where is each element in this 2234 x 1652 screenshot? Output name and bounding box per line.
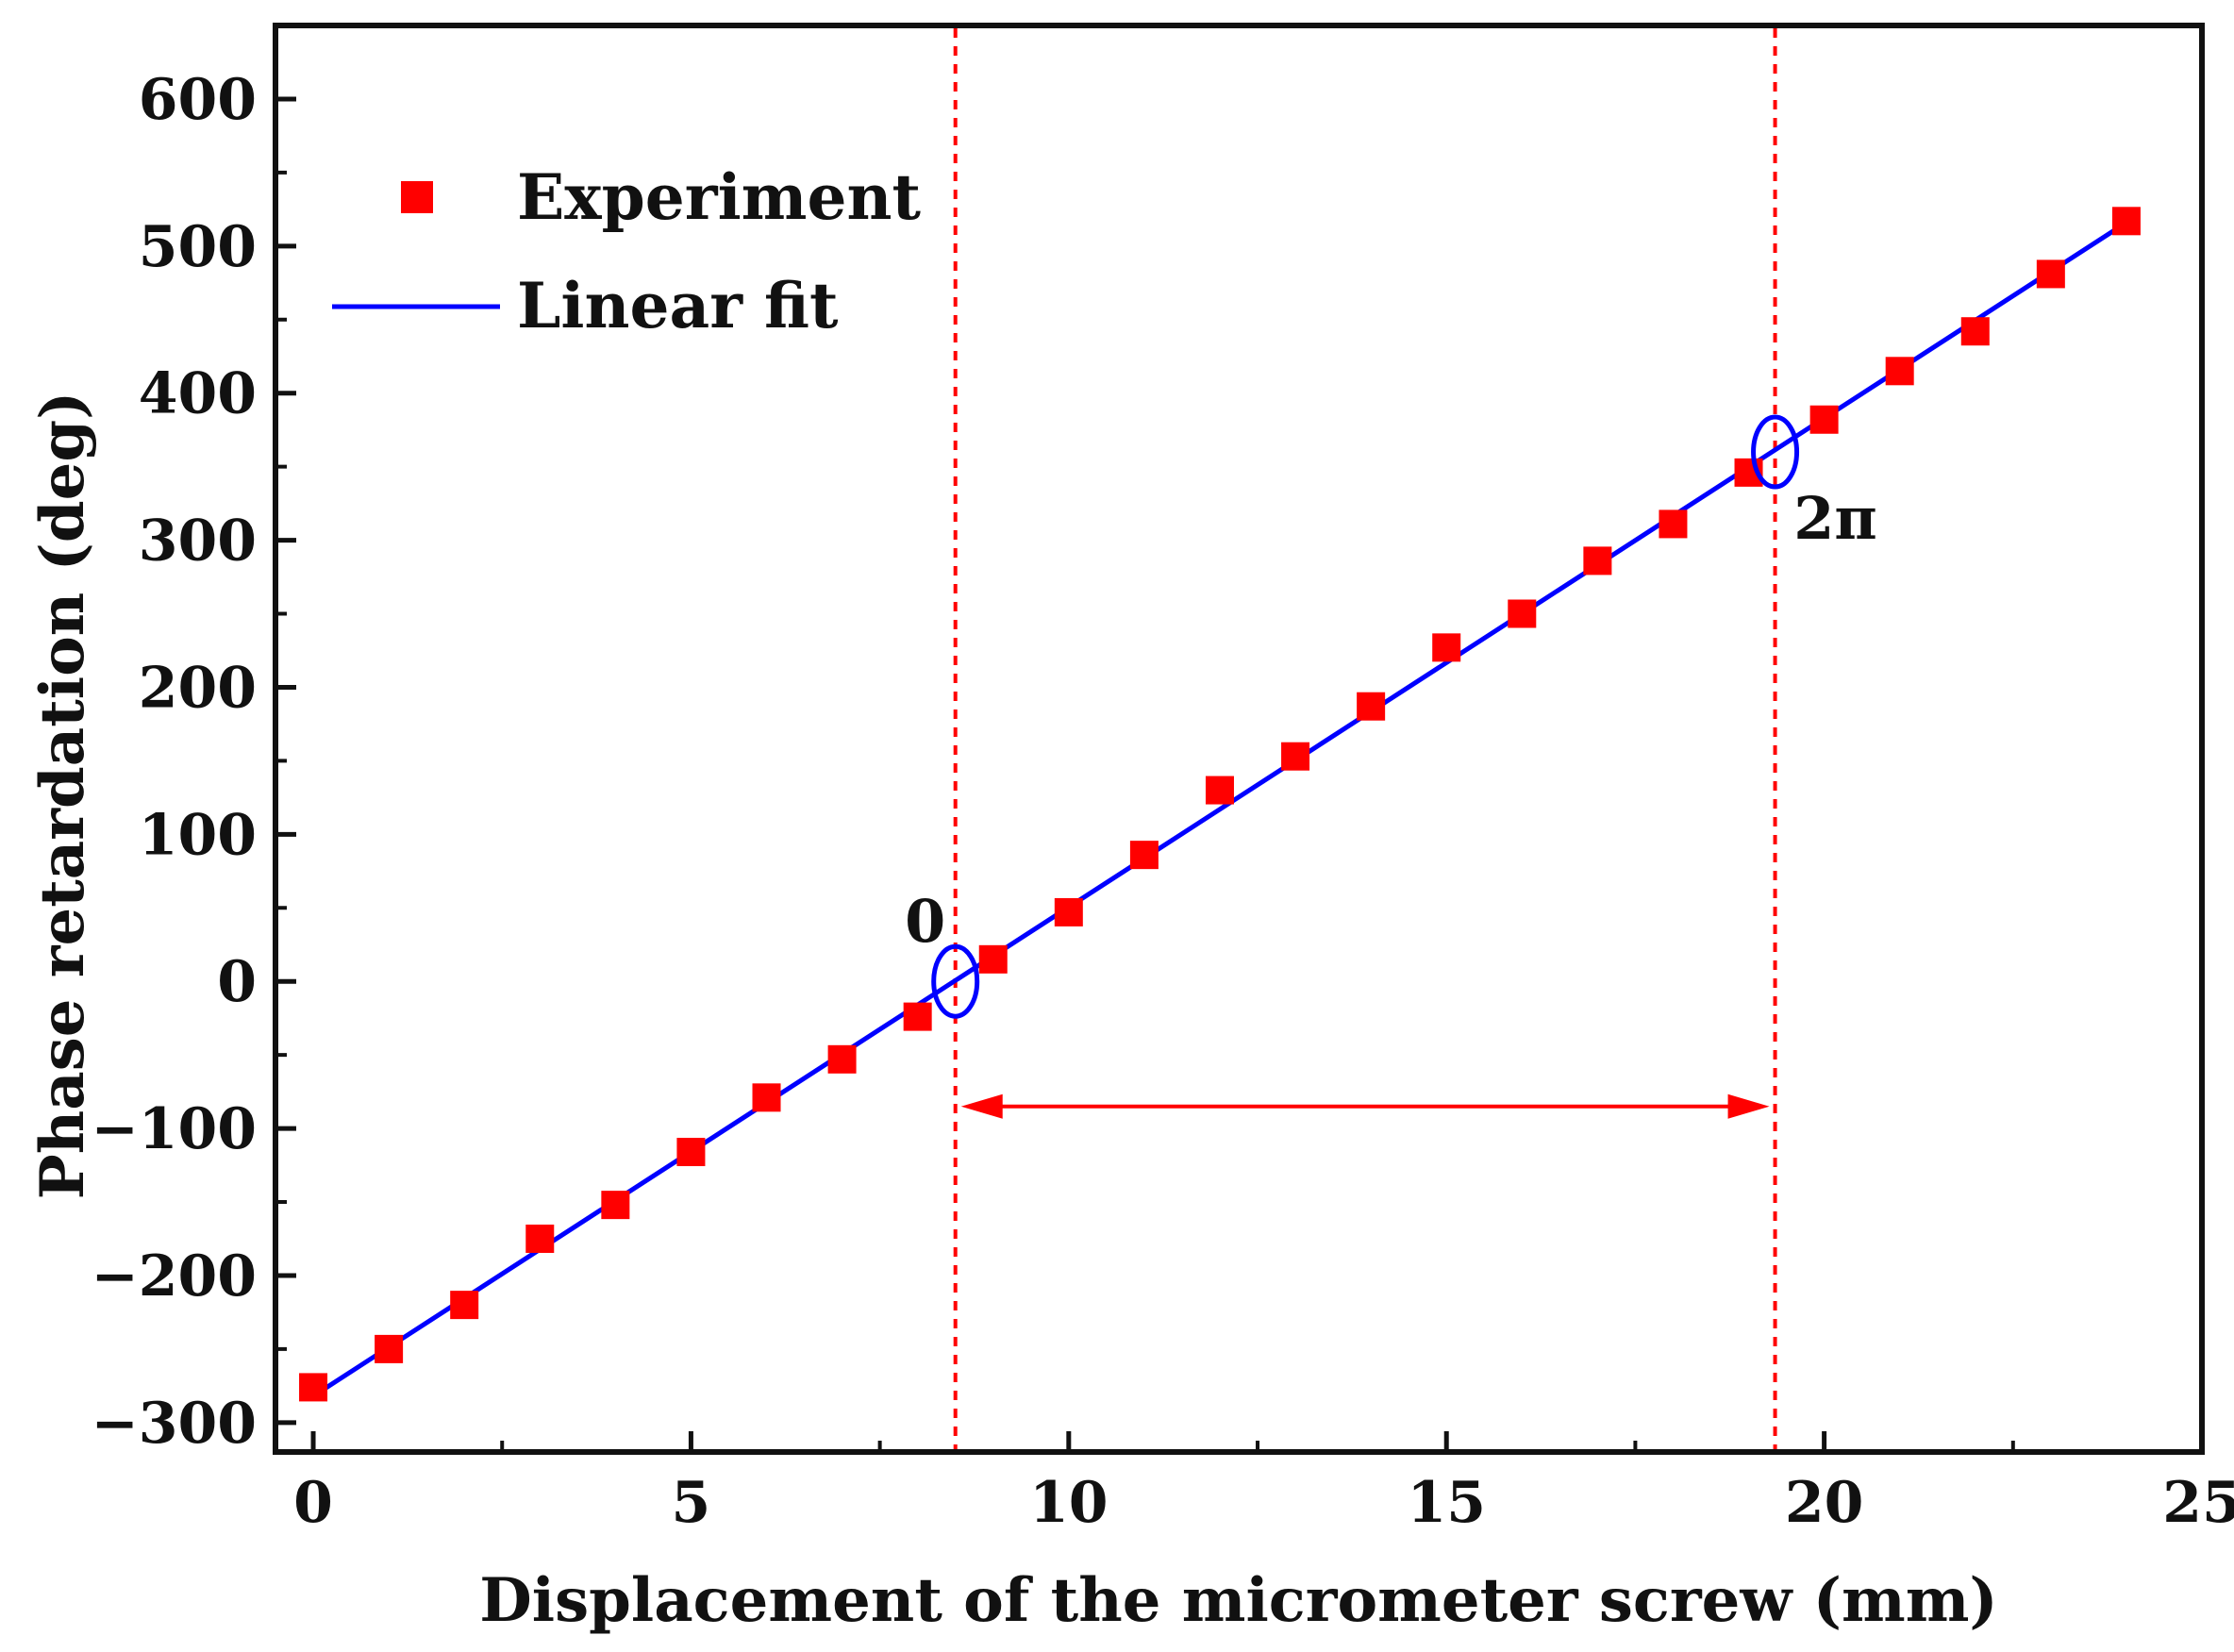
legend: Experiment Linear fit [332,160,921,342]
legend-marker-experiment [401,181,433,213]
x-tick-label: 15 [1407,1470,1486,1536]
y-tick-label: 500 [139,214,257,280]
experiment-point [601,1191,630,1220]
experiment-point [978,944,1008,974]
experiment-point [903,1002,932,1031]
y-tick-label: 200 [139,655,257,721]
experiment-point [1809,405,1839,434]
span-arrow-right-head [1727,1093,1770,1119]
y-tick-label: −200 [91,1243,257,1310]
span-arrow-left-head [960,1093,1003,1119]
reference-lines [953,28,1777,1449]
experiment-point [1357,692,1386,721]
y-tick-label: 400 [139,361,257,427]
experiment-point [827,1044,857,1074]
experiment-point [1508,599,1537,628]
experiment-point [450,1291,479,1320]
legend-label-experiment: Experiment [517,160,921,234]
y-tick-label: 600 [139,67,257,133]
experiment-point [1281,742,1310,771]
linear-fit-line [311,220,2128,1398]
annotations: 0 2π [905,414,1877,1019]
annotation-label-2pi: 2π [1793,484,1877,553]
experiment-point [525,1224,555,1253]
experiment-point [2111,207,2141,236]
x-tick-label: 10 [1029,1470,1109,1536]
experiment-point [1205,776,1234,805]
experiment-point [1583,546,1612,576]
y-axis-title: Phase retardation (deg) [27,392,98,1200]
experiment-point [1960,317,1990,346]
annotation-ellipse [931,943,980,1019]
experiment-point [1054,897,1083,926]
legend-label-linear-fit: Linear fit [517,269,839,342]
experiment-point [1659,509,1688,539]
fit-layer [311,220,2128,1398]
x-axis-title: Displacement of the micrometer screw (mm… [479,1565,1997,1636]
plot-frame [273,23,2205,1455]
y-tick-label: 0 [217,949,257,1015]
experiment-point [1885,357,1914,386]
y-tick-label: 300 [139,509,257,575]
experiment-point [1432,633,1461,662]
y-tick-label: −100 [91,1096,257,1162]
experiment-point [676,1138,706,1167]
experiment-points [299,207,2141,1402]
annotation-ellipse [1751,414,1800,490]
experiment-point [2036,259,2065,289]
experiment-point [299,1373,328,1402]
x-tick-label: 20 [1785,1470,1864,1536]
x-tick-label: 0 [293,1470,333,1536]
x-tick-label: 25 [2162,1470,2234,1536]
annotation-label-zero: 0 [905,887,945,956]
experiment-point [752,1083,781,1112]
experiment-point [1129,841,1159,870]
y-tick-label: 100 [139,802,257,868]
x-tick-label: 5 [672,1470,711,1536]
y-tick-label: −300 [91,1391,257,1457]
axis-ticks: 0 5 10 15 20 25 −300 −200 −100 0 100 200 300 400 500 60… [91,67,2234,1536]
experiment-point [375,1334,404,1363]
